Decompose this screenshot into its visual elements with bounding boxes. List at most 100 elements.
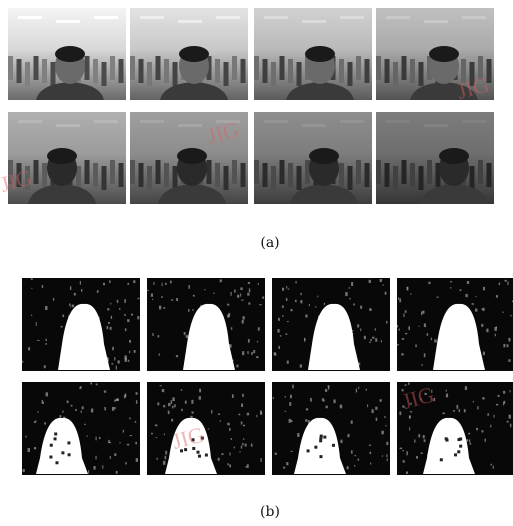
mask-hole [319,437,322,440]
noise [422,311,424,314]
noise [498,395,500,397]
noise [227,463,228,465]
noise [247,413,249,416]
noise [369,342,371,343]
mask-hole [319,455,322,458]
noise [238,414,240,416]
noise [138,298,140,299]
noise [243,425,245,426]
noise [192,309,194,310]
noise [285,411,286,412]
noise [446,394,448,398]
noise [375,407,377,410]
noise [114,407,116,409]
noise [34,421,36,423]
noise [124,314,125,316]
noise [286,286,287,289]
noise [104,407,106,410]
noise [354,465,355,466]
noise [305,314,307,317]
noise [242,316,244,319]
noise [277,329,279,333]
noise [136,392,138,395]
noise [424,353,426,357]
noise [45,306,47,310]
noise [165,451,167,455]
noise [508,338,510,341]
noise [163,307,165,309]
noise [199,389,201,393]
noise [116,471,118,474]
noise [111,363,113,365]
noise [326,406,328,409]
noise [405,384,407,386]
noise [328,387,329,390]
noise [218,458,220,461]
noise [418,326,419,327]
noise [229,464,231,467]
noise [292,385,294,389]
noise [340,440,342,443]
segmentation-mask [272,382,390,475]
noise [258,327,260,330]
noise [251,352,253,355]
noise [353,304,355,306]
noise [172,397,174,401]
noise [247,351,248,354]
noise [290,420,292,421]
noise [289,402,291,406]
noise [434,339,436,342]
noise [422,364,423,366]
noise [35,420,36,421]
noise [369,452,371,454]
noise [358,459,360,461]
noise [288,289,290,290]
noise [97,290,99,293]
noise [369,445,371,446]
noise [176,298,178,301]
noise [220,420,221,421]
noise [229,428,230,431]
noise [42,285,43,288]
mask-hole [323,436,326,439]
noise [504,280,506,282]
noise [510,315,512,316]
noise [366,389,367,391]
noise [400,448,402,450]
noise [37,340,39,341]
noise [286,298,288,301]
noise [442,413,444,415]
noise [159,354,160,356]
noise [421,312,422,316]
mask-hole [67,441,70,444]
noise [189,285,191,289]
noise [431,338,432,341]
noise [129,417,130,419]
noise [67,401,69,404]
noise [104,391,106,393]
noise [91,409,93,413]
noise [176,355,178,357]
noise [240,293,241,296]
noise [240,287,242,290]
mask-hole [314,446,317,449]
noise [152,333,153,336]
noise [112,347,114,351]
noise [340,405,342,409]
noise [242,422,243,423]
noise [231,327,232,330]
figure: (a) (b) JIGJIGJIGJIGJIG [0,0,513,526]
noise [31,315,32,316]
hair [177,148,207,164]
noise [386,321,387,324]
noise [473,401,474,402]
noise [300,293,302,295]
noise [495,334,496,337]
mask-hole [54,432,57,435]
mask-hole [68,453,71,456]
noise [273,397,274,399]
noise [262,296,264,298]
noise [305,419,307,421]
noise [399,328,400,331]
noise [135,421,137,423]
